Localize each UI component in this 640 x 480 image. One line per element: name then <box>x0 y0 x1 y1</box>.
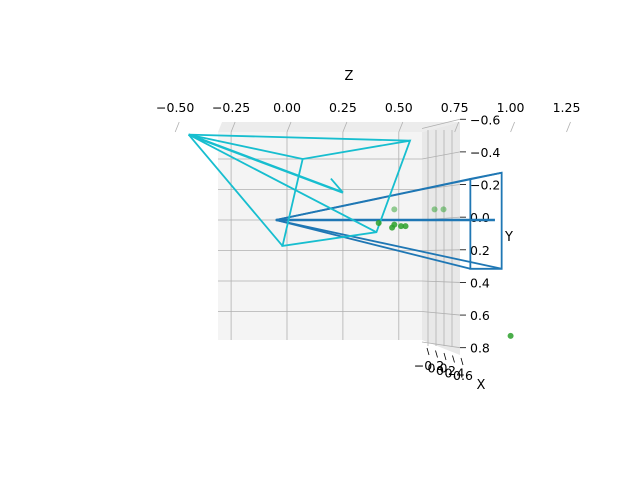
z-top-grid <box>566 121 571 133</box>
frustum-edge <box>188 133 377 233</box>
x-axis-label: X <box>477 378 486 393</box>
z-tick-label: −0.25 <box>212 100 250 115</box>
frustum-axis-arrowhead <box>330 177 344 194</box>
scatter-point <box>391 206 398 213</box>
y-tick-label: 0.4 <box>470 275 490 290</box>
frustum-edge <box>187 134 284 247</box>
scatter-point <box>375 220 382 227</box>
x-tick-mark <box>443 352 447 361</box>
z-top-grid <box>454 121 460 133</box>
scatter-point <box>440 206 447 213</box>
frustum-edge <box>275 177 471 221</box>
top-pane <box>218 122 460 132</box>
side-pane <box>422 122 460 355</box>
x-tick-label: 0.4 <box>445 366 465 381</box>
z-tick-label: 1.25 <box>553 100 581 115</box>
frustum-image-plane <box>469 171 503 270</box>
z-tick-label: 1.00 <box>497 100 525 115</box>
z-top-grid <box>174 121 180 133</box>
z-top-grid <box>510 121 515 133</box>
scatter-point <box>431 206 438 213</box>
scatter-point <box>398 223 405 230</box>
y-tick-label: 0.2 <box>470 243 490 258</box>
x-tick-mark <box>460 357 464 366</box>
z-tick-label: 0.25 <box>329 100 357 115</box>
frustums <box>187 133 503 270</box>
z-top-grid <box>230 121 236 133</box>
scatter-point <box>402 223 409 230</box>
z-tick-label: 0.75 <box>441 100 469 115</box>
frustum-edge <box>275 219 502 270</box>
y-tick-label: −0.4 <box>470 145 500 160</box>
x-tick-label: 0.0 <box>428 361 448 376</box>
scatter-points <box>375 206 514 339</box>
x-tick-label: −0.2 <box>414 358 444 373</box>
x-tick-mark <box>452 355 455 363</box>
y-tick-label: −0.2 <box>470 178 500 193</box>
z-tick-label: −0.50 <box>156 100 194 115</box>
y-tick-label: 0.6 <box>470 308 490 323</box>
z-axis-label: Z <box>345 69 354 84</box>
frustum-edge <box>188 133 303 160</box>
z-tick-label: 0.00 <box>273 100 301 115</box>
x-tick-mark <box>435 350 438 358</box>
frustum-edge <box>188 133 411 142</box>
z-top-grid <box>286 121 292 133</box>
frustum-image-plane <box>281 139 412 248</box>
x-tick-label: 0.2 <box>436 363 456 378</box>
y-tick-label: −0.6 <box>470 112 500 127</box>
x-tick-label: 0.6 <box>453 368 473 383</box>
y-tick-label: 0.0 <box>470 210 490 225</box>
scatter-point <box>389 224 396 231</box>
tick-labels: −0.50 −0.25 0.00 0.25 0.50 0.75 1.00 1.25 −0.6 −0… <box>156 100 580 383</box>
y-axis-label: Y <box>504 230 513 245</box>
x-tick-mark <box>426 347 430 356</box>
y-side-grid <box>421 118 461 129</box>
frustum-edge <box>275 219 471 270</box>
z-tick-label: 0.50 <box>385 100 413 115</box>
y-tick-label: 0.8 <box>470 341 490 356</box>
z-top-grid <box>342 121 348 133</box>
z-top-grid <box>398 121 404 133</box>
back-pane <box>218 132 422 340</box>
frustum-optical-axis <box>188 133 344 194</box>
scatter-point <box>507 332 514 339</box>
